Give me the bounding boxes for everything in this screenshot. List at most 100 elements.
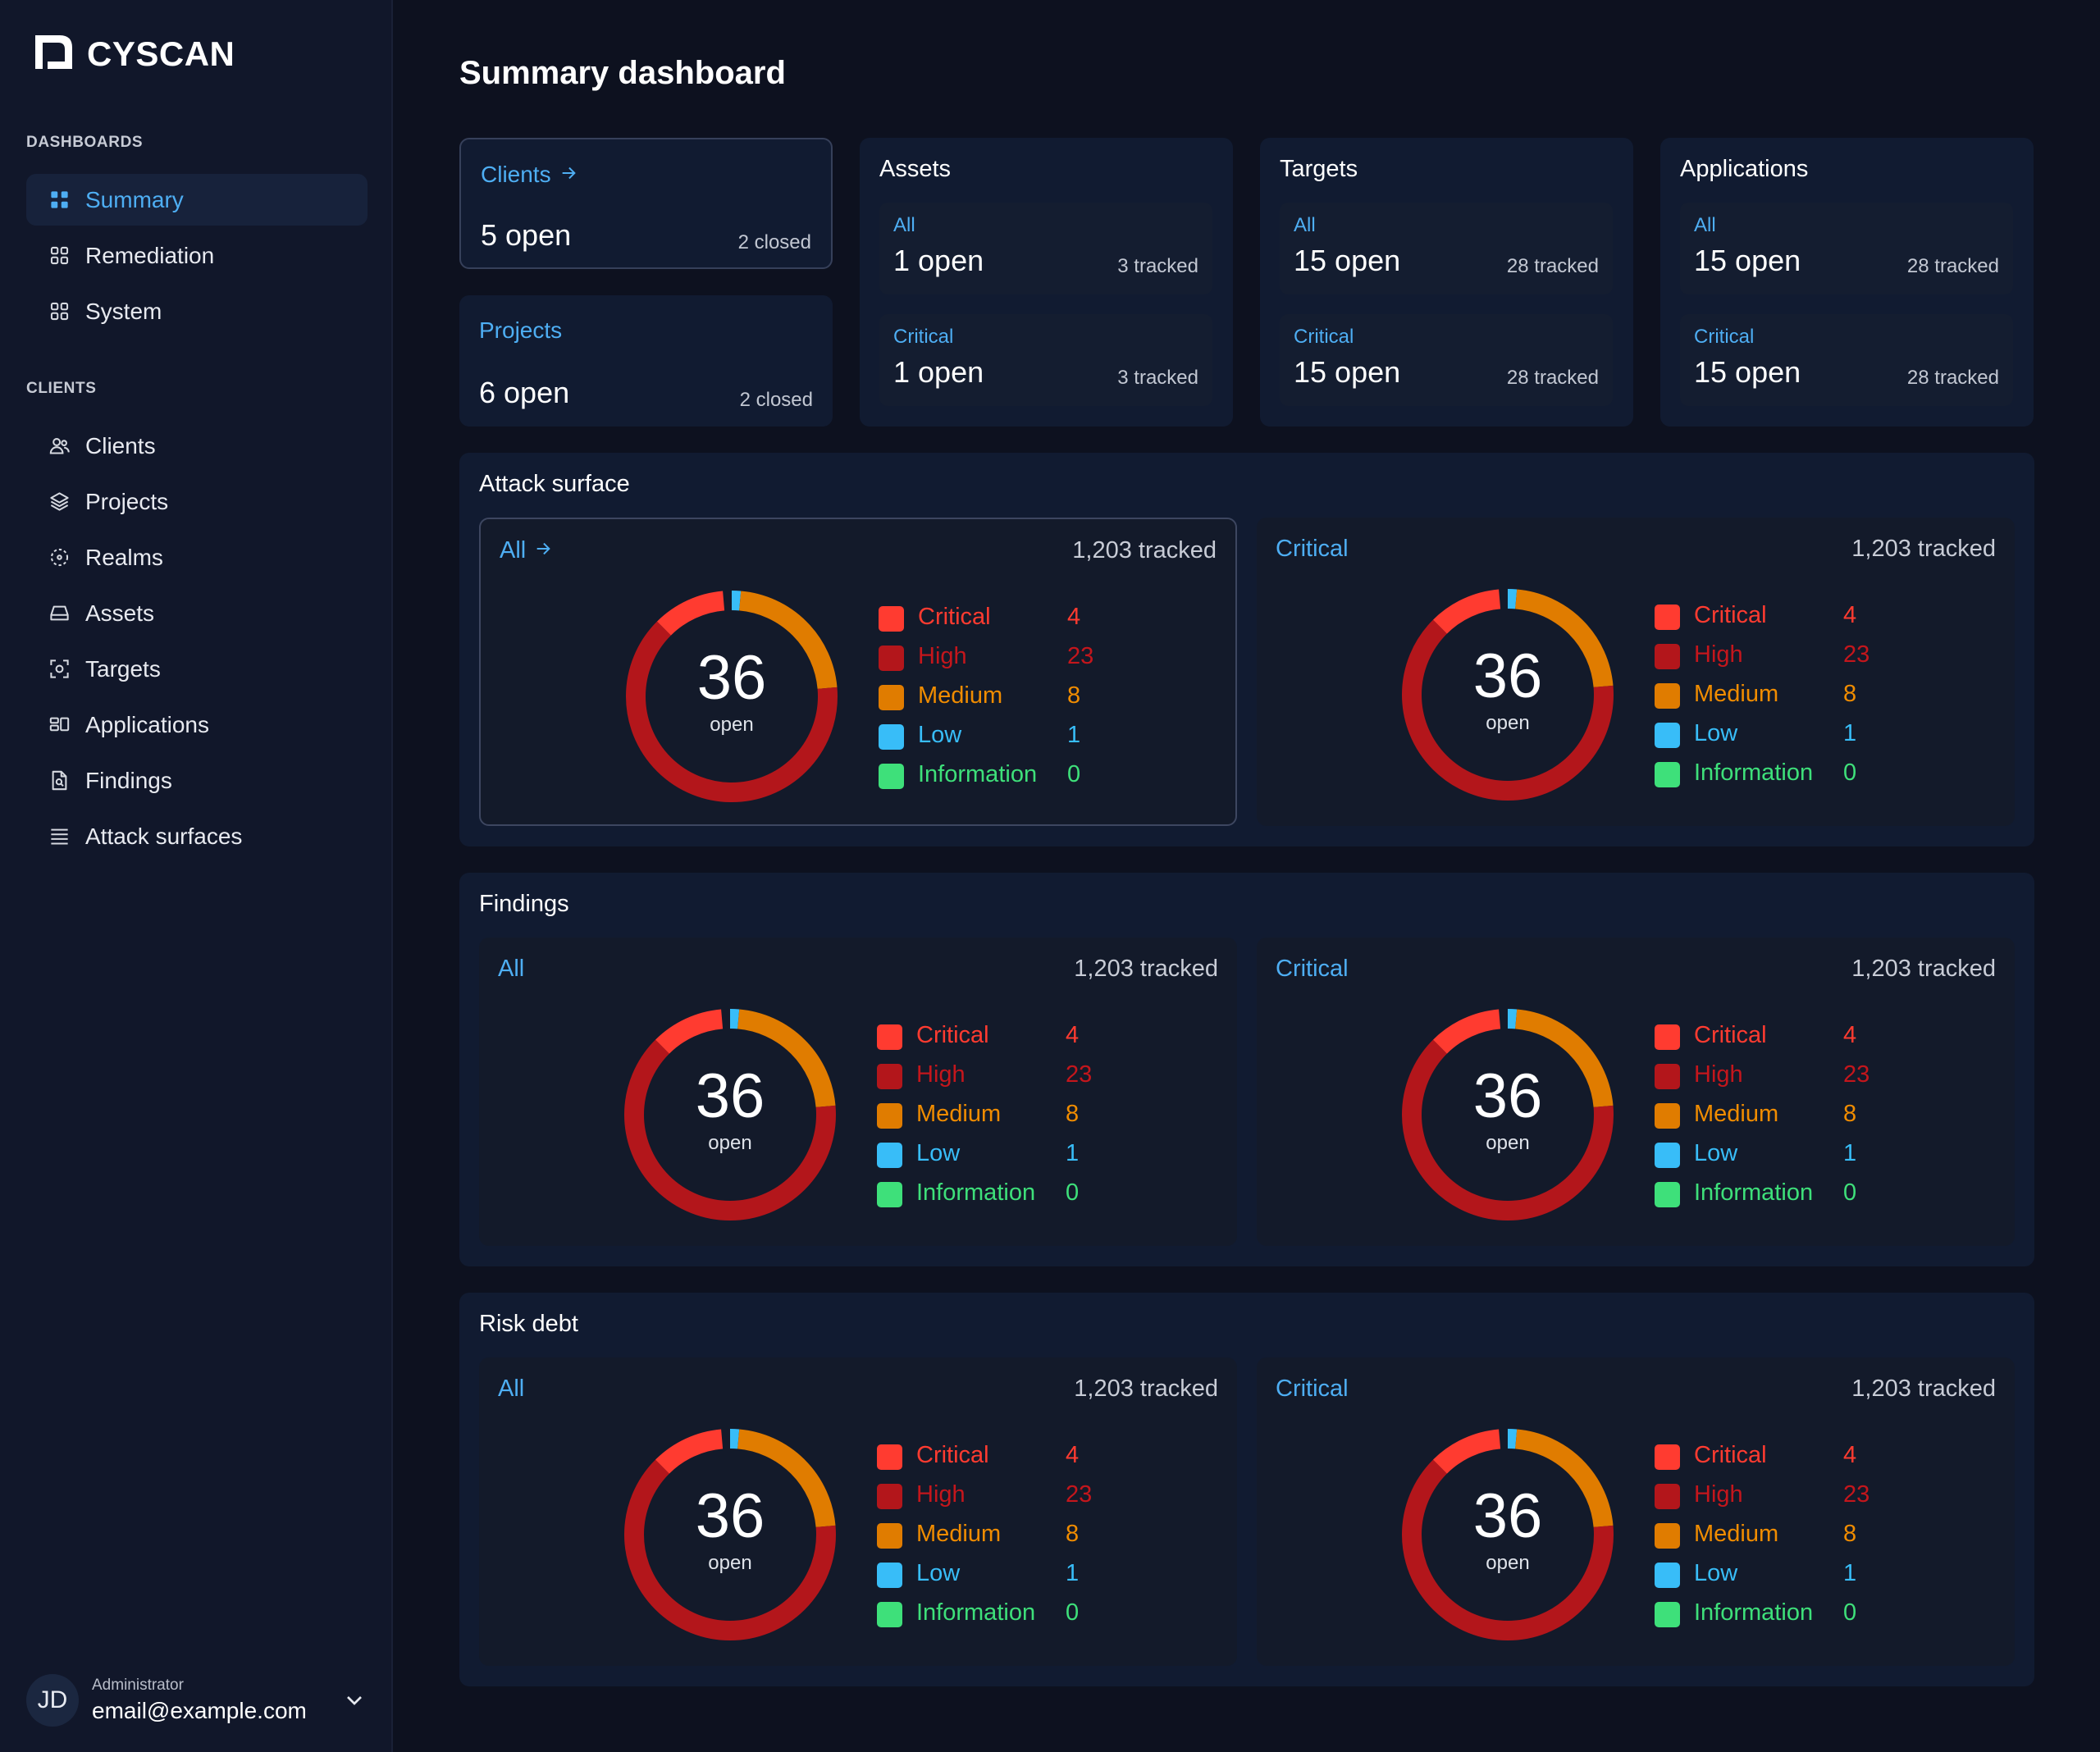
panel-label-text: Critical xyxy=(1276,1376,1349,1402)
donut-slice-low xyxy=(1402,589,1614,801)
applications-summary-card: Applications All 15 open 28 tracked Crit… xyxy=(1660,138,2034,427)
legend-swatch xyxy=(1655,1484,1680,1509)
legend-count: 4 xyxy=(1843,1022,1857,1048)
legend-count: 8 xyxy=(1066,1101,1080,1127)
legend-label: Information xyxy=(1694,1599,1814,1626)
section-title: Attack surface xyxy=(479,471,630,497)
sidebar-item-findings[interactable]: Findings xyxy=(26,755,368,806)
findings-section: Findings All 1,203 tracked 36 open Critical 4… xyxy=(459,873,2034,1266)
donut-slice-high xyxy=(1402,1429,1614,1640)
legend-swatch xyxy=(879,724,904,750)
legend-count: 4 xyxy=(1066,1442,1080,1468)
legend-count: 4 xyxy=(1843,1442,1857,1468)
user-menu[interactable]: JD Administrator email@example.com xyxy=(26,1673,368,1727)
sidebar-item-assets[interactable]: Assets xyxy=(26,587,368,639)
clients-summary-card[interactable]: Clients 5 open 2 closed xyxy=(459,138,833,269)
legend-count: 23 xyxy=(1843,1061,1870,1088)
legend-swatch xyxy=(1655,762,1680,787)
legend-swatch xyxy=(877,1103,902,1129)
legend-count: 23 xyxy=(1066,1481,1093,1508)
legend-label: Critical xyxy=(918,604,991,630)
critical-severity-panel: Critical 1,203 tracked 36 open Critical 4 High… xyxy=(1257,938,2015,1246)
legend-swatch xyxy=(1655,1182,1680,1207)
legend-swatch xyxy=(1655,1064,1680,1089)
sidebar-item-realms[interactable]: Realms xyxy=(26,532,368,583)
group-title: Targets xyxy=(1280,156,1358,182)
sub-label: All xyxy=(1694,214,1716,236)
projects-summary-card: Projects 6 open 2 closed xyxy=(459,295,833,427)
sidebar-item-system[interactable]: System xyxy=(26,285,368,337)
sidebar-item-remediation[interactable]: Remediation xyxy=(26,230,368,281)
assets-all-card: All 1 open 3 tracked xyxy=(879,203,1212,294)
sub-label: Critical xyxy=(1694,326,1755,348)
panel-tracked: 1,203 tracked xyxy=(1074,956,1218,982)
donut-slice-high xyxy=(1402,1009,1614,1220)
legend-swatch xyxy=(1655,683,1680,709)
clients-closed: 2 closed xyxy=(737,231,811,253)
severity-donut-chart xyxy=(624,1429,836,1640)
sub-open: 15 open xyxy=(1694,244,1801,277)
legend-label: High xyxy=(918,643,967,669)
brand[interactable]: CYSCAN xyxy=(32,32,235,76)
donut-total-value: 36 xyxy=(696,643,767,713)
legend-row-high: High 23 xyxy=(877,1059,1123,1092)
chevron-down-icon[interactable] xyxy=(341,1687,368,1713)
legend-label: Information xyxy=(1694,1179,1814,1206)
sidebar-item-label: Attack surfaces xyxy=(85,823,243,849)
legend-label: Critical xyxy=(1694,1022,1767,1048)
sidebar-item-label: Targets xyxy=(85,655,161,682)
panel-tracked: 1,203 tracked xyxy=(1851,1376,1996,1402)
sidebar-item-clients[interactable]: Clients xyxy=(26,420,368,472)
list-icon xyxy=(47,824,71,849)
legend-row-information: Information 0 xyxy=(877,1177,1123,1210)
clients-link[interactable]: Clients xyxy=(481,162,578,188)
donut-slice-high xyxy=(624,1009,836,1220)
donut-total-value: 36 xyxy=(695,1481,765,1551)
legend-label: High xyxy=(1694,1481,1743,1508)
legend-row-low: Low 1 xyxy=(1655,718,1901,751)
panel-label: Critical xyxy=(1276,1376,1349,1403)
legend-swatch xyxy=(877,1064,902,1089)
legend-row-medium: Medium 8 xyxy=(1655,1098,1901,1131)
targets-all-card: All 15 open 28 tracked xyxy=(1280,203,1613,294)
cyscan-logo-icon xyxy=(32,32,75,76)
legend-label: Critical xyxy=(1694,1442,1767,1468)
panel-tracked: 1,203 tracked xyxy=(1072,537,1217,563)
legend-count: 1 xyxy=(1066,1560,1080,1586)
legend-label: High xyxy=(916,1481,966,1508)
sidebar-item-applications[interactable]: Applications xyxy=(26,699,368,751)
legend-row-medium: Medium 8 xyxy=(877,1098,1123,1131)
legend-count: 23 xyxy=(1067,643,1094,669)
sidebar-item-summary[interactable]: Summary xyxy=(26,174,368,226)
legend-count: 0 xyxy=(1067,761,1081,787)
legend-row-low: Low 1 xyxy=(1655,1558,1901,1590)
legend-label: Information xyxy=(916,1599,1036,1626)
critical-severity-panel: Critical 1,203 tracked 36 open Critical 4 High… xyxy=(1257,1357,2015,1666)
panel-label[interactable]: All xyxy=(500,537,552,564)
sidebar-item-targets[interactable]: Targets xyxy=(26,643,368,695)
all-severity-panel[interactable]: All 1,203 tracked 36 open Critical 4 High 23 Med… xyxy=(479,518,1237,826)
avatar: JD xyxy=(26,1674,79,1727)
legend-count: 8 xyxy=(1843,681,1857,707)
sidebar-item-label: Applications xyxy=(85,711,209,737)
sidebar-item-projects[interactable]: Projects xyxy=(26,476,368,527)
section-title: Findings xyxy=(479,891,569,917)
legend-label: Medium xyxy=(916,1521,1002,1547)
legend-count: 1 xyxy=(1066,1140,1080,1166)
donut-slice-low xyxy=(624,1009,836,1220)
sidebar-item-attack-surfaces[interactable]: Attack surfaces xyxy=(26,810,368,862)
clients-section-title: CLIENTS xyxy=(26,380,97,397)
legend-label: Information xyxy=(1694,760,1814,786)
legend-swatch xyxy=(877,1602,902,1627)
legend-label: Critical xyxy=(916,1022,989,1048)
user-email: email@example.com xyxy=(92,1698,307,1723)
sidebar-item-label: Summary xyxy=(85,186,184,212)
sub-tracked: 3 tracked xyxy=(1117,255,1198,277)
legend-label: Medium xyxy=(918,682,1003,709)
sidebar-item-label: Projects xyxy=(85,488,169,514)
group-title: Assets xyxy=(879,156,952,182)
donut-slice-high xyxy=(626,591,838,802)
legend-swatch xyxy=(1655,1523,1680,1549)
legend-count: 23 xyxy=(1843,1481,1870,1508)
assets-critical-card: Critical 1 open 3 tracked xyxy=(879,314,1212,406)
